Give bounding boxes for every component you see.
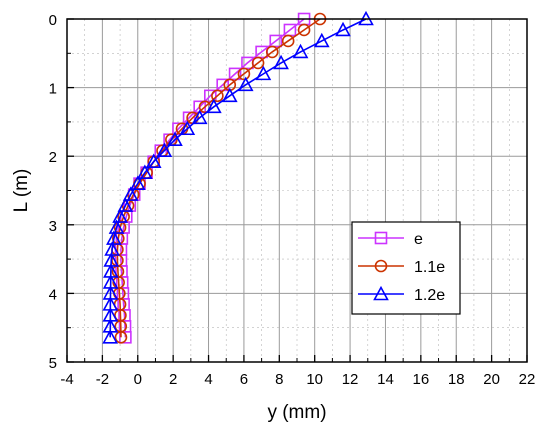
data-point	[335, 21, 351, 37]
data-point	[265, 45, 279, 59]
legend-marker	[374, 259, 388, 273]
y-tick-label: 5	[49, 355, 57, 372]
legend: e 1.1e 1.2e	[351, 221, 461, 315]
x-tick-label: 2	[169, 371, 177, 388]
x-tick-label: 6	[240, 371, 248, 388]
y-tick-label: 3	[49, 218, 57, 235]
data-point	[167, 131, 183, 147]
data-point	[129, 175, 146, 190]
legend-label: 1.2e	[414, 287, 445, 304]
data-point	[221, 87, 238, 103]
data-point	[145, 153, 162, 168]
data-point	[237, 76, 254, 92]
data-point	[281, 34, 295, 48]
data-point	[182, 111, 196, 125]
legend-marker	[373, 285, 389, 301]
legend-item: 1.1e	[358, 259, 445, 276]
x-tick-label: 20	[483, 371, 500, 388]
data-point	[117, 197, 134, 212]
x-tick-label: 4	[204, 371, 212, 388]
data-point	[297, 23, 311, 37]
x-tick-label: 22	[519, 371, 536, 388]
x-tick-label: 10	[306, 371, 323, 388]
data-point	[269, 34, 283, 48]
data-point	[228, 67, 242, 81]
data-point	[122, 186, 139, 201]
series-3	[102, 10, 374, 344]
data-point	[106, 230, 122, 245]
data-point	[191, 109, 208, 125]
data-point	[313, 32, 330, 48]
y-tick-label: 4	[49, 286, 57, 303]
data-point	[179, 120, 196, 136]
data-point	[102, 329, 119, 344]
data-point	[112, 208, 128, 223]
data-point	[251, 56, 265, 70]
legend-label: 1.1e	[414, 259, 445, 276]
y-tick-label: 1	[49, 81, 57, 98]
y-tick-label: 0	[49, 12, 57, 29]
data-point	[114, 331, 128, 344]
x-tick-label: -4	[60, 371, 73, 388]
x-tick-label: 12	[342, 371, 359, 388]
x-tick-label: 16	[413, 371, 430, 388]
ticks	[66, 18, 528, 363]
y-tick-label: 2	[49, 149, 57, 166]
legend-item: e	[358, 231, 423, 248]
x-tick-label: 0	[134, 371, 142, 388]
x-tick-label: 18	[448, 371, 465, 388]
data-point	[211, 89, 224, 103]
data-point	[237, 67, 251, 81]
legend-label: e	[414, 231, 423, 248]
y-axis-title: L (m)	[11, 169, 32, 213]
x-tick-label: 14	[377, 371, 394, 388]
data-point	[108, 219, 125, 234]
legend-marker	[374, 231, 388, 245]
x-tick-label: -2	[96, 371, 109, 388]
data-point	[255, 65, 272, 81]
x-tick-label: 8	[275, 371, 283, 388]
legend-item: 1.2e	[358, 285, 445, 304]
data-point	[292, 43, 309, 59]
x-axis-title: y (mm)	[267, 402, 326, 423]
data-point	[119, 331, 132, 344]
data-point	[137, 164, 153, 179]
data-point	[156, 142, 173, 158]
data-point	[273, 54, 289, 70]
data-point	[206, 98, 222, 114]
